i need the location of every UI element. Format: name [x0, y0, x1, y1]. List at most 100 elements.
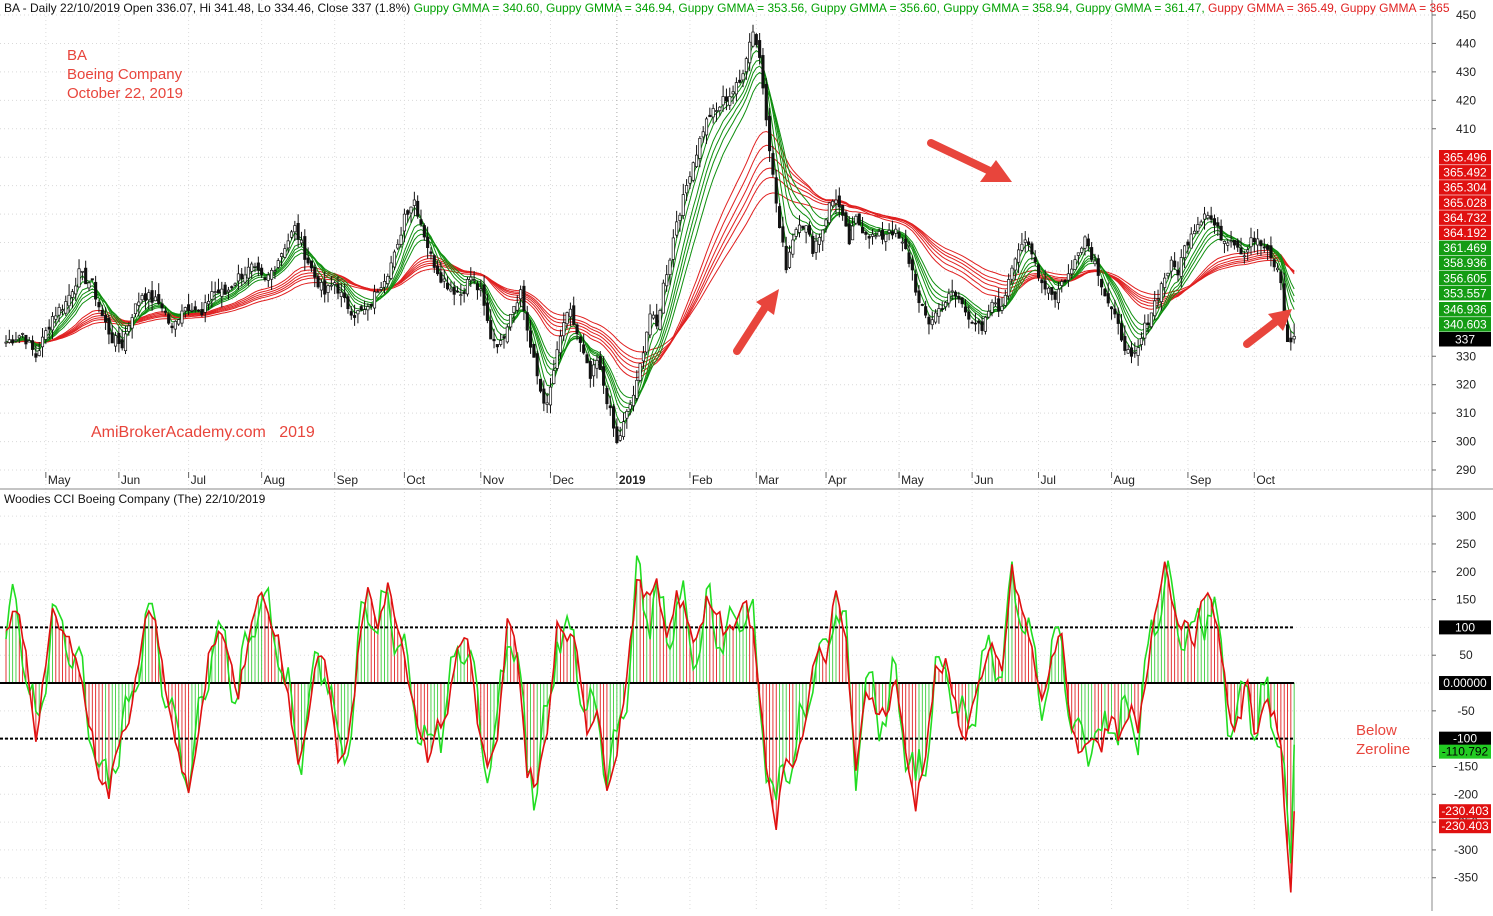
candle	[236, 264, 240, 291]
candle	[937, 302, 941, 324]
candle	[1100, 278, 1104, 296]
candle	[143, 287, 147, 310]
cci-tag: -100	[1439, 731, 1491, 746]
candle	[1262, 238, 1266, 253]
price-tick-label: 330	[1456, 349, 1476, 363]
candle	[336, 276, 340, 300]
cci-value-tags: 100 0.00000 -100-110.792 -230.403-230.403	[1439, 620, 1491, 834]
candle	[21, 332, 25, 339]
candle	[827, 202, 831, 225]
cci-tag: -230.403	[1439, 819, 1491, 834]
price-tag: 337	[1439, 332, 1491, 347]
candle	[771, 146, 775, 178]
candle	[47, 319, 51, 340]
candle	[1236, 238, 1240, 252]
candle	[685, 179, 689, 201]
candle	[349, 305, 353, 320]
candle	[1090, 242, 1094, 263]
candle	[930, 311, 934, 330]
candle	[273, 266, 277, 280]
svg-text:353.557: 353.557	[1443, 286, 1487, 300]
candle	[794, 227, 798, 240]
candle	[183, 306, 187, 318]
candle	[177, 318, 181, 326]
svg-text:358.936: 358.936	[1443, 256, 1487, 270]
candle	[246, 257, 250, 286]
candle	[353, 304, 357, 326]
cci-tag: -110.792	[1439, 744, 1491, 759]
candle	[153, 290, 157, 302]
month-label: Jun	[974, 473, 993, 487]
month-label: Oct	[1256, 473, 1275, 487]
price-tag: 364.192	[1439, 225, 1491, 240]
candle	[602, 356, 606, 394]
candle	[363, 300, 367, 315]
candle	[1176, 261, 1180, 282]
price-tag: 364.732	[1439, 210, 1491, 225]
candle	[296, 214, 300, 248]
month-label: Jun	[121, 473, 140, 487]
candle	[1146, 314, 1150, 334]
candle	[1272, 258, 1276, 272]
candle	[356, 310, 360, 324]
candle	[957, 291, 961, 304]
candle	[67, 284, 71, 313]
candle	[867, 234, 871, 249]
candle	[522, 280, 526, 321]
candle	[817, 233, 821, 253]
candle	[1020, 232, 1024, 253]
candle	[1292, 323, 1296, 344]
candle	[761, 47, 765, 95]
candle	[216, 278, 221, 294]
candle	[250, 261, 254, 279]
gmma-header-value: Guppy GMMA = 365	[1337, 1, 1450, 15]
candle	[459, 284, 463, 306]
svg-text:100: 100	[1455, 620, 1475, 634]
candle	[635, 370, 639, 402]
candle	[1279, 269, 1283, 291]
candle	[432, 253, 436, 273]
month-label: May	[48, 473, 71, 487]
candle	[861, 217, 865, 234]
price-tag: 365.496	[1439, 150, 1491, 165]
candle	[953, 290, 958, 308]
gmma-header-value: Guppy GMMA = 353.56,	[675, 1, 807, 15]
candle	[260, 264, 264, 278]
candle	[1256, 229, 1260, 255]
candle	[502, 333, 506, 349]
candle	[329, 276, 333, 291]
gmma-header-value: Guppy GMMA = 346.94,	[543, 1, 675, 15]
month-label: Oct	[406, 473, 425, 487]
candle	[50, 312, 55, 339]
candle	[834, 189, 838, 215]
candle	[389, 255, 393, 281]
candle	[1133, 342, 1137, 358]
candle	[927, 314, 931, 335]
candle	[1040, 278, 1044, 294]
svg-text:0.00000: 0.00000	[1443, 676, 1487, 690]
month-label: 2019	[619, 473, 646, 487]
candle	[1063, 279, 1067, 284]
candle	[1143, 314, 1147, 346]
candle	[1010, 265, 1014, 285]
cci-tick-label: -150	[1454, 759, 1478, 773]
price-tick-label: 450	[1456, 8, 1476, 22]
candle	[117, 326, 121, 353]
price-tag: 365.492	[1439, 165, 1491, 180]
candle	[1242, 250, 1246, 264]
candlesticks	[4, 24, 1296, 444]
candle	[568, 302, 572, 326]
candle	[1249, 227, 1253, 255]
candle	[226, 286, 230, 300]
candle	[588, 358, 592, 388]
candle	[758, 33, 762, 65]
candle	[492, 328, 496, 349]
candle	[814, 234, 818, 260]
candle	[784, 236, 788, 274]
candle	[1073, 255, 1077, 270]
candle	[190, 303, 194, 313]
candle	[74, 277, 78, 302]
candle	[1186, 239, 1190, 255]
company-label: Boeing Company	[67, 66, 183, 83]
